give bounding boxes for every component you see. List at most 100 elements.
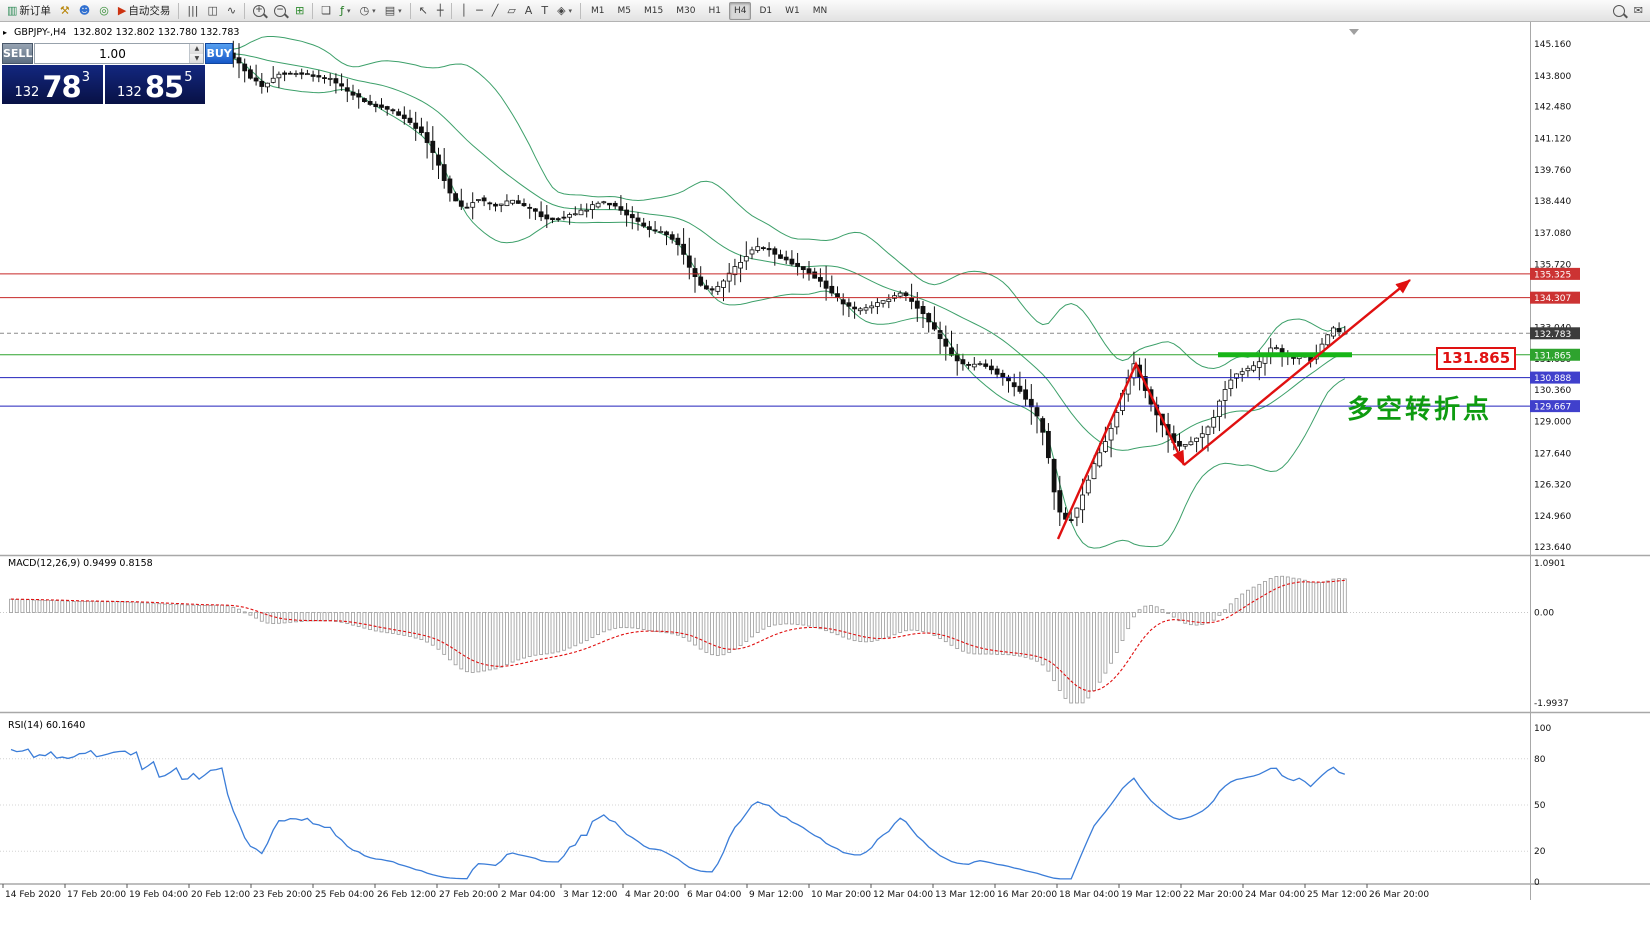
price-badge-text: 129.667 xyxy=(1534,403,1571,413)
equidistant-channel-icon: ▱ xyxy=(507,4,516,17)
price-tick: 143.800 xyxy=(1534,72,1571,82)
chat-icon: ✉ xyxy=(1633,4,1643,17)
zoom-out-button-icon: − xyxy=(274,4,287,17)
label-tool-button[interactable]: T xyxy=(537,1,552,21)
buy-price-main: 85 xyxy=(144,70,184,105)
rsi-indicator-label: RSI(14) 60.1640 xyxy=(8,720,86,731)
price-tick: 126.320 xyxy=(1534,480,1571,490)
periods-button[interactable]: ◷ ▾ xyxy=(356,1,380,21)
indicators-button[interactable]: ƒ ▾ xyxy=(336,1,354,21)
shapes-button[interactable]: ◈ ▾ xyxy=(553,1,576,21)
autotrading-button[interactable]: ▶ 自动交易 xyxy=(114,1,174,21)
horizontal-line-icon: ─ xyxy=(476,4,483,17)
sell-price-main: 78 xyxy=(42,70,81,105)
toolbar-separator xyxy=(580,2,582,19)
macd-indicator-label: MACD(12,26,9) 0.9499 0.8158 xyxy=(8,558,153,569)
price-tick: 142.480 xyxy=(1534,103,1571,113)
price-badge xyxy=(1530,291,1580,304)
crosshair-button[interactable]: ┼ xyxy=(433,1,448,21)
annotation-text[interactable]: 多空转折点 xyxy=(1347,395,1493,425)
collapse-panel-icon[interactable]: ▸ xyxy=(3,28,8,37)
price-badge xyxy=(1530,348,1580,361)
price-badge-text: 135.325 xyxy=(1534,270,1571,280)
line-chart-button[interactable]: ∿ xyxy=(223,1,240,21)
cursor-button[interactable]: ↖ xyxy=(415,1,432,21)
caret-down-icon: ▾ xyxy=(568,6,573,15)
crosshair-icon: ┼ xyxy=(436,4,444,17)
vertical-line-button[interactable]: │ xyxy=(456,1,471,21)
price-tick: 123.640 xyxy=(1534,543,1571,553)
support-price-label[interactable]: 131.865 xyxy=(1436,347,1516,370)
chart-shift-marker-icon[interactable] xyxy=(1349,29,1359,35)
sell-price-display[interactable]: 132 78 3 xyxy=(2,65,103,104)
chart-area: 145.160 143.800 142.480 141.120 139.760 138.4… xyxy=(0,22,1650,947)
time-label: 14 Feb 2020 xyxy=(5,890,61,900)
toolbar-separator xyxy=(244,2,246,19)
grid-button[interactable]: ⊞ xyxy=(291,1,308,21)
volume-spinner: ▲ ▼ xyxy=(189,44,204,63)
timeframe-mn-button[interactable]: MN xyxy=(812,5,828,16)
sell-button[interactable]: SELL xyxy=(2,43,34,64)
price-tick: 130.360 xyxy=(1534,386,1571,396)
price-badge-text: 134.307 xyxy=(1534,294,1571,304)
profiles-icon[interactable]: ☻ xyxy=(75,1,94,21)
price-tick: 129.000 xyxy=(1534,418,1571,428)
bar-chart-button[interactable]: ||| xyxy=(183,1,202,21)
price-tick: 124.960 xyxy=(1534,512,1571,522)
search-button[interactable] xyxy=(1609,1,1629,21)
volume-input[interactable] xyxy=(35,44,190,63)
zoom-in-button[interactable]: + xyxy=(249,1,269,21)
sell-price-prefix: 132 xyxy=(14,84,40,100)
time-label: 18 Mar 04:00 xyxy=(1059,890,1119,900)
text-tool-button[interactable]: A xyxy=(521,1,537,21)
new-order-button-label: 新订单 xyxy=(19,5,51,17)
candles xyxy=(208,40,1348,527)
timeframe-m1-button[interactable]: M1 xyxy=(591,5,605,16)
time-label: 25 Mar 12:00 xyxy=(1307,890,1367,900)
buy-price-pipette: 5 xyxy=(184,70,193,85)
buy-button[interactable]: BUY xyxy=(205,43,233,64)
time-label: 25 Feb 04:00 xyxy=(315,890,374,900)
tile-windows-icon: ❏ xyxy=(321,4,332,17)
new-order-button[interactable]: ▥ 新订单 xyxy=(3,1,55,21)
shapes-icon: ◈ xyxy=(557,4,566,17)
templates-button[interactable]: ▤ ▾ xyxy=(381,1,406,21)
toolbox-icon[interactable]: ⚒ xyxy=(56,1,74,21)
time-label: 10 Mar 20:00 xyxy=(811,890,871,900)
trend-arrow[interactable] xyxy=(1183,279,1411,466)
trend-zigzag[interactable] xyxy=(1056,361,1186,540)
market-watch-icon[interactable]: ◎ xyxy=(95,1,113,21)
candlestick-chart-icon: ◫ xyxy=(207,4,218,17)
new-order-icon: ▥ xyxy=(7,4,18,17)
tile-windows-button[interactable]: ❏ xyxy=(317,1,335,21)
time-label: 2 Mar 04:00 xyxy=(501,890,556,900)
time-label: 3 Mar 12:00 xyxy=(563,890,618,900)
timeframe-w1-button[interactable]: W1 xyxy=(785,5,800,16)
macd-scale-label: -1.9937 xyxy=(1534,699,1569,709)
time-label: 13 Mar 12:00 xyxy=(935,890,995,900)
timeframe-d1-button[interactable]: D1 xyxy=(759,5,773,16)
timeframe-m15-button[interactable]: M15 xyxy=(644,5,664,16)
zoom-in-button-icon: + xyxy=(253,4,266,17)
chart-canvas[interactable]: 145.160 143.800 142.480 141.120 139.760 138.4… xyxy=(0,22,1650,947)
timeframe-h4-button[interactable]: H4 xyxy=(728,1,752,20)
price-badge xyxy=(1530,327,1580,340)
support-zone-segment[interactable] xyxy=(1218,352,1352,358)
horizontal-line-button[interactable]: ─ xyxy=(472,1,487,21)
timeframe-h1-button[interactable]: H1 xyxy=(708,5,721,16)
chat-button[interactable]: ✉ xyxy=(1630,1,1647,21)
label-tool-icon: T xyxy=(541,4,549,17)
buy-price-display[interactable]: 132 85 5 xyxy=(104,65,205,105)
zoom-out-button[interactable]: − xyxy=(270,1,290,21)
candlestick-chart-button[interactable]: ◫ xyxy=(203,1,221,21)
volume-decrease-button[interactable]: ▼ xyxy=(190,53,204,63)
timeframe-m30-button[interactable]: M30 xyxy=(676,5,696,16)
volume-increase-button[interactable]: ▲ xyxy=(190,44,204,54)
time-label: 6 Mar 04:00 xyxy=(687,890,742,900)
bollinger-middle-band xyxy=(210,53,1345,451)
trendline-button[interactable]: ╱ xyxy=(488,1,503,21)
equidistant-channel-button[interactable]: ▱ xyxy=(503,1,519,21)
timeframe-m5-button[interactable]: M5 xyxy=(617,5,632,16)
bar-chart-icon: ||| xyxy=(187,4,199,17)
price-tick: 135.720 xyxy=(1534,261,1571,271)
